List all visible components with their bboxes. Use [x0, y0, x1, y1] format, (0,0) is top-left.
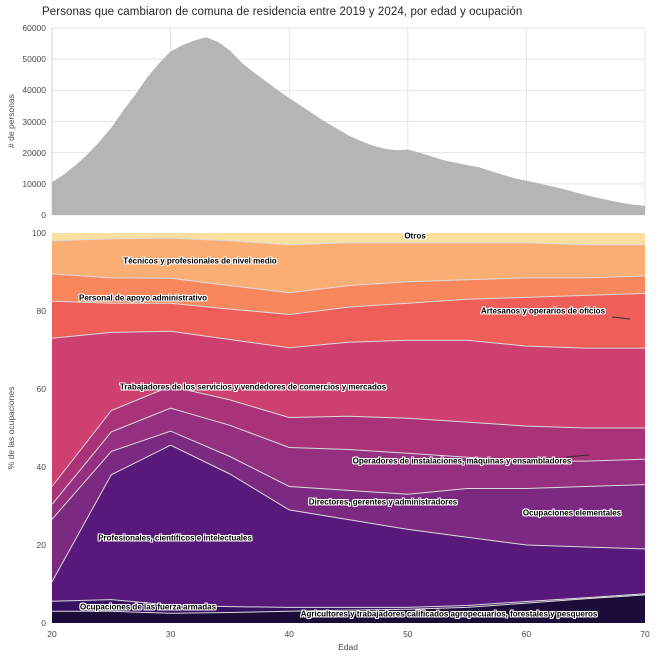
band-boundary [51, 593, 646, 608]
band-boundary [51, 292, 646, 316]
band-directores [52, 408, 645, 520]
x-tick: 50 [403, 629, 413, 639]
chart-title: Personas que cambiaron de comuna de resi… [42, 6, 523, 18]
top-y-tick: 40000 [22, 85, 46, 96]
band-boundary [51, 237, 645, 246]
band-fuerzas-armadas [52, 593, 645, 614]
band-otros [52, 233, 645, 245]
band-boundary [51, 330, 645, 349]
band-label-operadores: Operadores de instalaciones, máquinas y … [352, 456, 572, 466]
top-y-tick: 60000 [22, 23, 46, 33]
band-boundary [51, 444, 646, 582]
band-agricultores [52, 594, 645, 623]
band-label-directores: Directores, gerentes y administradores [308, 497, 458, 507]
x-tick: 30 [165, 629, 176, 639]
band-label-profesionales: Profesionales, científicos e intelectual… [98, 533, 252, 543]
bottom-y-tick: 0 [41, 618, 46, 628]
band-tecnicos [52, 238, 645, 293]
band-label-artesanos: Artesanos y operarios de oficios [480, 306, 606, 316]
band-label-otros: Otros [404, 231, 426, 241]
top-y-tick: 30000 [22, 116, 46, 127]
x-tick: 40 [284, 629, 294, 639]
bottom-y-tick: 100 [31, 228, 46, 238]
top-y-tick: 20000 [22, 147, 46, 158]
bottom-y-tick: 80 [36, 306, 46, 316]
x-tick: 70 [640, 629, 650, 639]
band-label-apoyo-administrativo: Personal de apoyo administrativo [78, 293, 208, 303]
label-leader-line [565, 454, 590, 458]
band-label-tecnicos: Técnicos y profesionales de nivel medio [123, 256, 277, 266]
band-label-servicios-vendedores: Trabajadores de los servicios y vendedor… [119, 382, 387, 392]
band-artesanos [52, 293, 645, 349]
bottom-y-tick: 60 [36, 384, 46, 394]
bottom-y-tick: 40 [36, 462, 46, 472]
x-tick: 60 [521, 629, 532, 639]
band-boundary [51, 385, 645, 487]
band-label-agricultores: Agricultores y trabajadores calificados … [300, 609, 598, 619]
top-y-tick: 10000 [22, 178, 46, 189]
label-leader-line [611, 316, 631, 320]
top-area-series [52, 37, 645, 215]
band-elementales [52, 431, 645, 582]
band-apoyo-administrativo [52, 273, 645, 315]
band-boundary [51, 407, 646, 505]
band-boundary [51, 273, 646, 294]
top-y-tick: 0 [41, 210, 46, 220]
band-boundary [52, 594, 646, 614]
top-y-tick: 50000 [22, 54, 46, 65]
x-tick: 20 [47, 629, 57, 639]
x-axis-title: Edad [338, 642, 358, 652]
band-label-fuerzas-armadas: Ocupaciones de las fuerza armadas [79, 602, 217, 612]
band-profesionales [52, 445, 645, 608]
band-servicios-vendedores [52, 331, 645, 487]
band-boundary [51, 430, 646, 520]
band-label-elementales: Ocupaciones elementales [522, 508, 622, 518]
bottom-y-tick: 20 [36, 540, 46, 550]
bottom-y-axis-title: % de las ocupaciones [6, 386, 16, 470]
band-operadores [52, 386, 645, 505]
